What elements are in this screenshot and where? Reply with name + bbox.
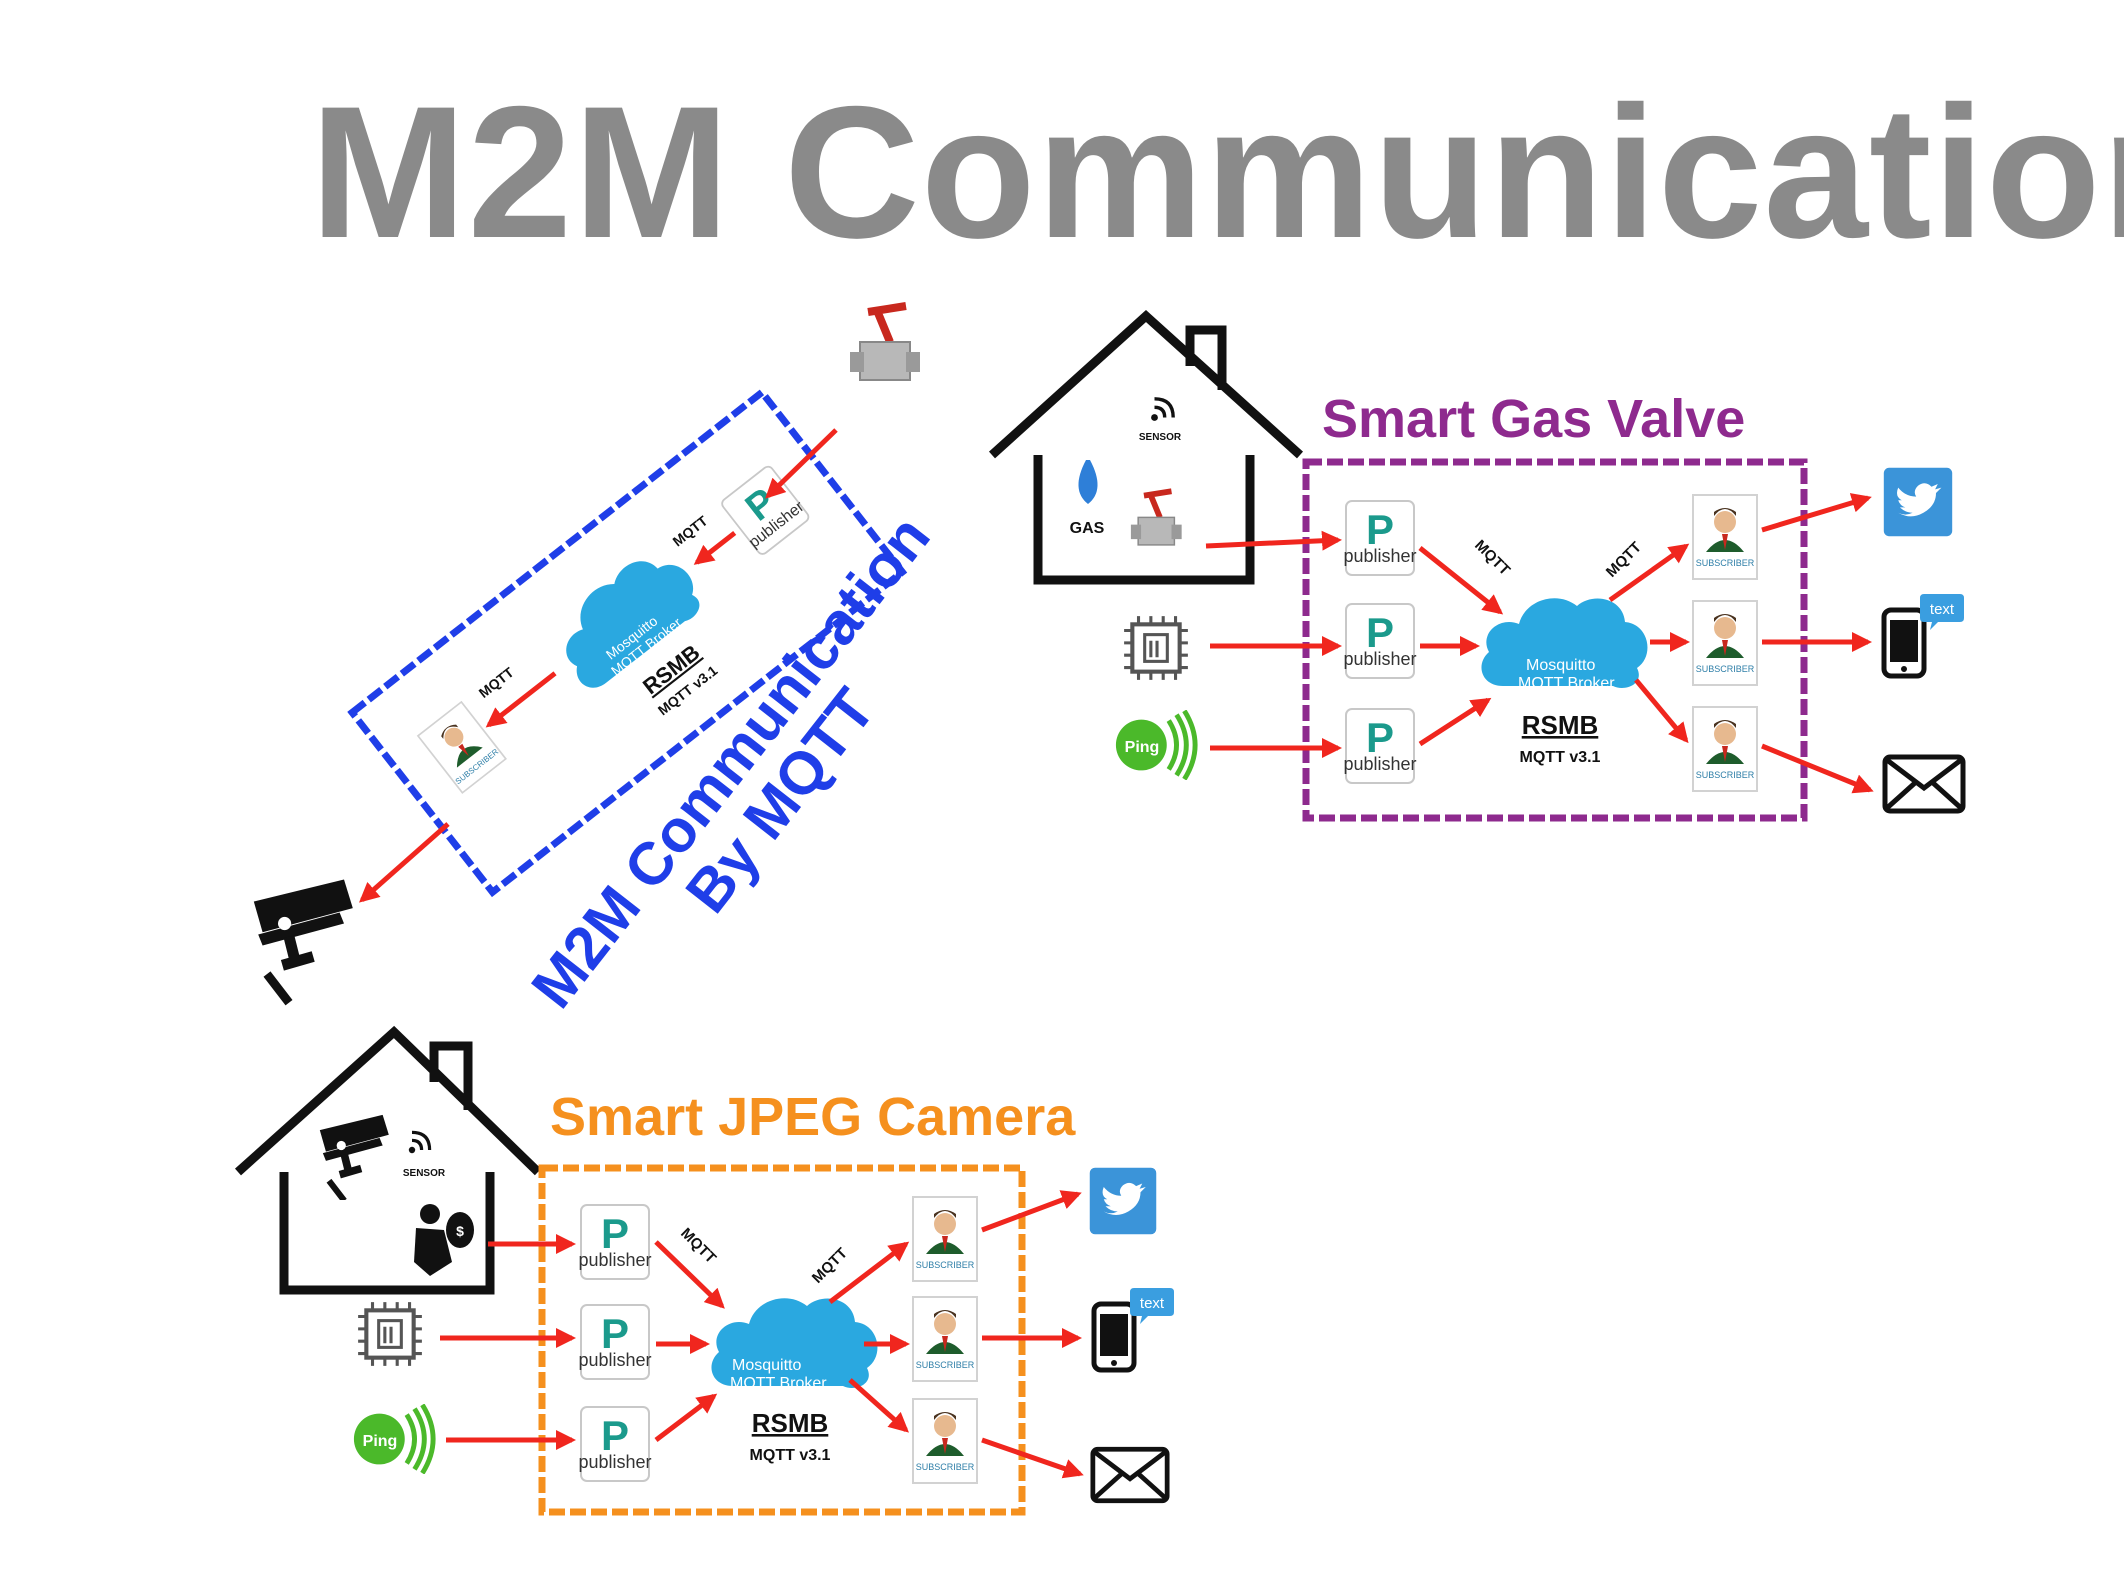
camera-version: MQTT v3.1: [750, 1447, 831, 1464]
gas-publisher-label-1: publisher: [1343, 546, 1416, 566]
camera-publisher-label-1: publisher: [578, 1250, 651, 1270]
gas-broker-sub: MQTT Broker: [1518, 675, 1615, 692]
gas-arrow-pub3-broker: [1418, 697, 1492, 747]
gas-valve-title: Smart Gas Valve: [1322, 389, 1746, 449]
camera-arrow-broker-sub1: [828, 1241, 910, 1304]
camera-title: Smart JPEG Camera: [550, 1087, 1076, 1147]
gas-house: [988, 309, 1304, 585]
gas-mqtt-out: MQTT: [1603, 539, 1645, 581]
camera-arrow-pub3-broker: [654, 1393, 718, 1442]
gas-arrow-pub1-broker: [1418, 546, 1504, 615]
thief-money-label: $: [456, 1223, 464, 1239]
gas-subscriber-label-3: SUBSCRIBER: [1696, 770, 1755, 780]
gas-arrow-valve-pub: [1205, 530, 1342, 551]
gas-subscriber-label-2: SUBSCRIBER: [1696, 664, 1755, 674]
m2m-valve-icon: [850, 306, 920, 380]
camera-twitter-icon: [1089, 1167, 1157, 1235]
camera-ping-label: Ping: [363, 1433, 398, 1450]
camera-rsmb: RSMB: [752, 1408, 829, 1438]
camera-house: [234, 1025, 542, 1295]
camera-wifi-icon: [407, 1130, 432, 1155]
m2m-mqtt-left: MQTT: [476, 664, 517, 701]
gas-arrow-sub-twitter: [1761, 493, 1872, 533]
camera-arrow-broker-sub3: [848, 1378, 909, 1433]
page-title: M2M Communication: [310, 67, 2124, 277]
gas-arrow-broker-sub1: [1608, 543, 1690, 603]
gas-version: MQTT v3.1: [1520, 749, 1601, 766]
camera-mqtt-out: MQTT: [809, 1245, 851, 1287]
m2m-arrow-pub-broker: [693, 530, 737, 565]
camera-house-cam-icon: [320, 1115, 389, 1201]
gas-sms-label: text: [1930, 601, 1955, 618]
m2m-tilted-group: SUBSCRIBER Mosquitto MQTT Broker RSMB MQ…: [347, 387, 908, 898]
camera-sensor-label: SENSOR: [403, 1168, 446, 1179]
m2m-arrow-sub-cam: [359, 822, 450, 903]
camera-chip-icon: [358, 1302, 422, 1366]
gas-ping-label: Ping: [1125, 739, 1160, 756]
gas-rsmb: RSMB: [1522, 710, 1599, 740]
gas-subscriber-label-1: SUBSCRIBER: [1696, 558, 1755, 568]
gas-publisher-label-2: publisher: [1343, 649, 1416, 669]
camera-arrows: [440, 1190, 1084, 1479]
camera-mail-icon: [1093, 1449, 1167, 1500]
gas-chip-icon: [1124, 616, 1188, 680]
camera-subscriber-label-1: SUBSCRIBER: [916, 1260, 975, 1270]
gas-valve-icon: [1131, 491, 1182, 545]
camera-arrow-sub-twitter: [981, 1190, 1082, 1233]
camera-publisher-label-3: publisher: [578, 1452, 651, 1472]
camera-publisher-label-2: publisher: [578, 1350, 651, 1370]
gas-mqtt-in: MQTT: [1471, 537, 1513, 579]
gas-flame-icon: [1078, 460, 1098, 504]
gas-arrows: [1205, 493, 1874, 794]
camera-mqtt-in: MQTT: [677, 1225, 719, 1267]
gas-wifi-icon: [1149, 397, 1175, 423]
gas-broker-name: Mosquitto: [1526, 657, 1595, 674]
camera-sms-label: text: [1140, 1295, 1165, 1312]
gas-natural-label: GAS: [1070, 520, 1105, 537]
gas-arrow-sub-mail: [1761, 743, 1874, 794]
gas-mail-icon: [1885, 757, 1963, 811]
camera-subscriber-label-2: SUBSCRIBER: [916, 1360, 975, 1370]
m2m-arrow-valve-pub: [765, 428, 838, 499]
thief-icon: [414, 1204, 474, 1276]
camera-broker-name: Mosquitto: [732, 1357, 801, 1374]
camera-subscriber-label-3: SUBSCRIBER: [916, 1462, 975, 1472]
gas-publisher-label-3: publisher: [1343, 754, 1416, 774]
camera-arrow-pub1-broker: [654, 1240, 725, 1309]
camera-arrow-sub-mail: [981, 1437, 1084, 1479]
gas-sensor-label: SENSOR: [1139, 432, 1182, 443]
m2m-camera-icon: [254, 880, 353, 1003]
camera-broker-sub: MQTT Broker: [730, 1375, 827, 1392]
m2m-arrow-broker-sub: [485, 671, 557, 728]
gas-twitter-icon: [1883, 467, 1953, 537]
m2m-mqtt-right: MQTT: [670, 512, 711, 549]
gas-arrow-broker-sub3: [1634, 678, 1689, 744]
